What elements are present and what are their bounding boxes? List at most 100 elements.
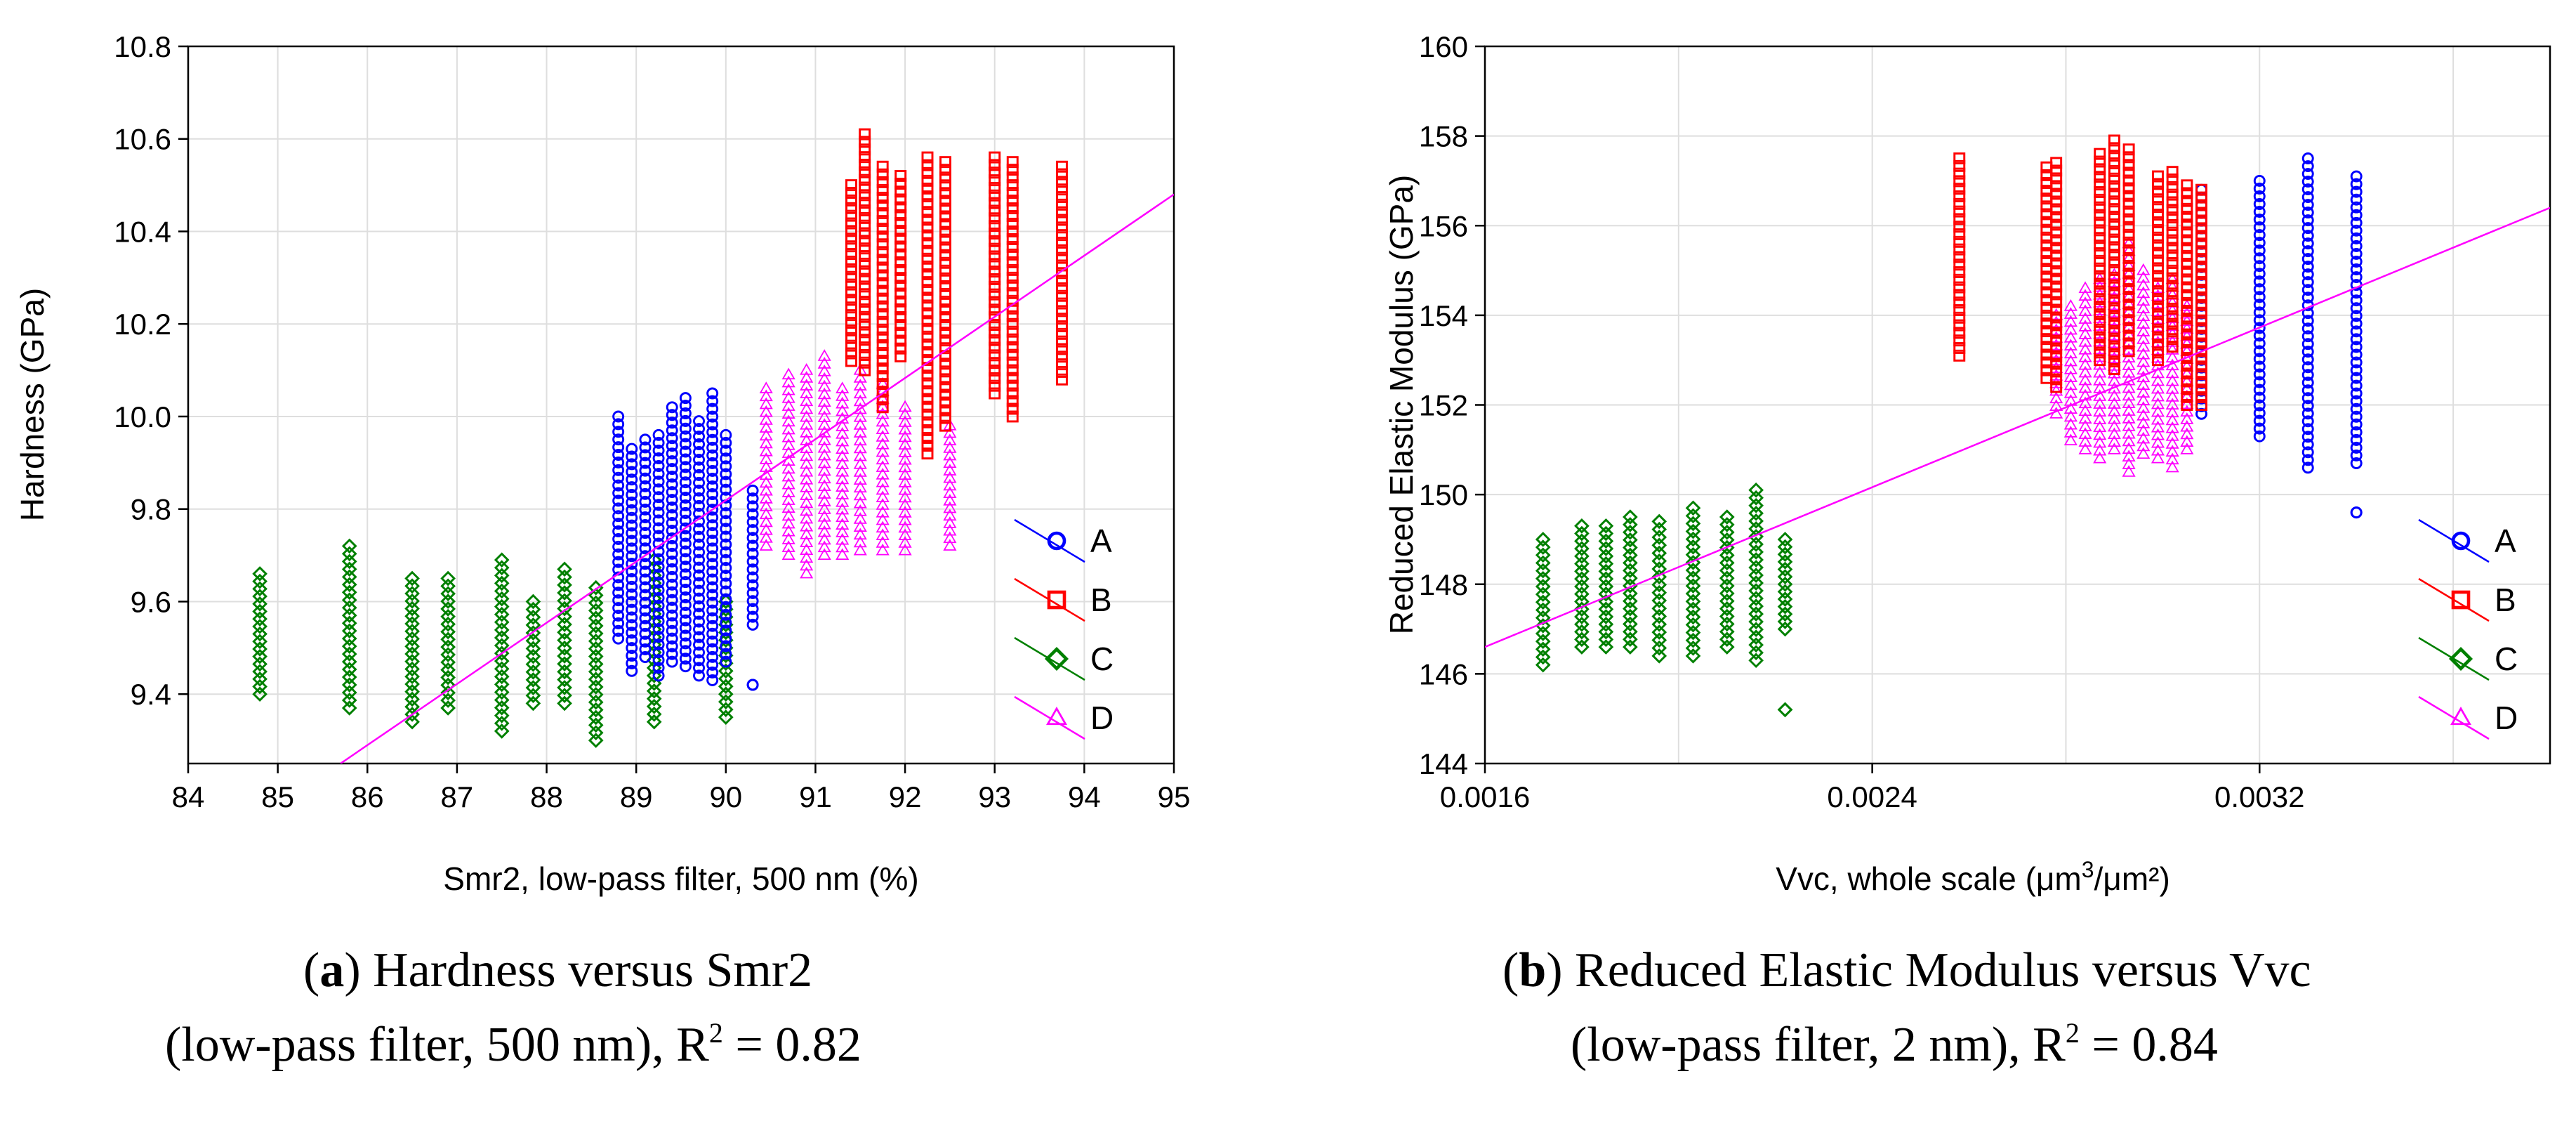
chart-b-point-B xyxy=(2050,226,2063,239)
chart-b-point-B xyxy=(2094,178,2106,191)
chart-a-point-A xyxy=(652,646,665,659)
chart-a-ytick-label: 10.0 xyxy=(114,400,171,433)
chart-a-point-A xyxy=(706,666,719,679)
chart-b-point-B xyxy=(1953,167,1966,180)
chart-a-point-D xyxy=(876,430,890,442)
chart-a-point-C xyxy=(440,570,456,587)
chart-a-point-C xyxy=(494,669,510,685)
chart-b-point-B xyxy=(2181,187,2193,199)
chart-a-point-C xyxy=(494,661,510,677)
chart-a-point-C xyxy=(588,702,604,718)
chart-b-point-A xyxy=(2350,170,2363,183)
chart-a-point-B xyxy=(1055,221,1068,234)
chart-b-point-D xyxy=(2122,381,2136,393)
chart-a-point-A xyxy=(612,632,625,645)
chart-b-point-A xyxy=(2350,209,2363,221)
chart-a-xtick-label: 94 xyxy=(1068,780,1101,813)
chart-b-point-B xyxy=(2094,346,2106,359)
chart-a-point-A xyxy=(679,576,692,589)
chart-a-point-D xyxy=(835,442,850,454)
chart-a-point-D xyxy=(876,528,890,540)
chart-b-point-C xyxy=(1574,624,1590,640)
chart-b-point-D xyxy=(2136,424,2151,436)
chart-b-fit-line xyxy=(1485,207,2550,648)
chart-b-point-A xyxy=(2253,306,2266,319)
chart-a-point-B xyxy=(939,287,951,300)
chart-a-point-C xyxy=(341,608,357,624)
chart-a-point-B xyxy=(845,248,857,261)
chart-a-point-C xyxy=(252,664,267,679)
chart-b-point-A xyxy=(2350,232,2363,244)
chart-a-point-B xyxy=(894,264,907,276)
chart-a-point-B xyxy=(876,168,889,181)
chart-a-point-A xyxy=(720,608,732,621)
chart-b-point-B xyxy=(2122,151,2135,164)
chart-b-point-D xyxy=(2093,405,2107,417)
chart-b-point-A xyxy=(2301,315,2314,327)
chart-a-point-B xyxy=(939,381,951,393)
chart-b-point-B xyxy=(2108,332,2120,345)
chart-b-point-C xyxy=(1719,563,1735,579)
chart-a-xtick-label: 90 xyxy=(709,780,742,813)
chart-b-point-A xyxy=(2350,457,2363,469)
chart-b-point-C xyxy=(1535,641,1551,657)
chart-a-point-D xyxy=(853,512,867,524)
chart-a-point-D xyxy=(835,404,850,417)
chart-a-point-B xyxy=(859,173,871,186)
chart-a-point-A xyxy=(639,527,652,539)
chart-a-point-A xyxy=(679,484,692,497)
chart-b-point-D xyxy=(2151,381,2165,394)
chart-a-point-C xyxy=(525,672,541,688)
chart-a-point-D xyxy=(759,476,773,488)
chart-a-point-B xyxy=(1006,218,1019,230)
chart-a-point-B xyxy=(1055,198,1068,211)
chart-b-point-C xyxy=(1719,608,1735,624)
chart-a-point-B xyxy=(921,346,934,358)
chart-b-point-D xyxy=(2107,419,2121,432)
chart-b-point-B xyxy=(1953,205,1966,218)
chart-b-point-B xyxy=(2166,333,2179,346)
chart-a-point-D xyxy=(800,371,814,383)
chart-a-point-A xyxy=(612,449,625,461)
chart-b-point-C xyxy=(1651,553,1667,569)
chart-a-point-B xyxy=(921,260,934,273)
chart-b-legend-line-C xyxy=(2418,636,2490,681)
chart-a-point-D xyxy=(817,364,831,376)
chart-b-point-C xyxy=(1574,563,1590,579)
chart-a-point-B xyxy=(894,169,907,182)
chart-b-point-C xyxy=(1719,593,1735,609)
chart-a-point-A xyxy=(693,638,705,651)
chart-a-point-D xyxy=(817,487,831,499)
chart-a-point-A xyxy=(612,441,625,454)
chart-b-point-D xyxy=(2180,329,2194,341)
chart-b-legend-marker-D xyxy=(2450,707,2472,726)
chart-a-point-A xyxy=(720,445,732,457)
chart-b-point-A xyxy=(2301,392,2314,405)
chart-a-point-A xyxy=(720,601,732,613)
chart-a-point-D xyxy=(853,371,867,383)
chart-b-point-B xyxy=(2181,313,2193,325)
chart-b-point-B xyxy=(2050,358,2063,370)
chart-b-xtick-label: 0.0024 xyxy=(1827,780,1917,813)
chart-b-point-D xyxy=(2063,378,2078,391)
chart-b-point-B xyxy=(2181,266,2193,278)
chart-b-point-D xyxy=(2049,346,2063,358)
chart-a-point-C xyxy=(440,594,456,609)
chart-a-point-C xyxy=(588,664,604,680)
chart-a-point-C xyxy=(557,617,572,632)
chart-a-point-B xyxy=(859,235,871,247)
chart-b-point-D xyxy=(2136,347,2151,360)
chart-a-point-D xyxy=(817,525,831,537)
chart-a-point-A xyxy=(679,445,692,458)
chart-a-point-C xyxy=(588,733,604,748)
chart-a-point-A xyxy=(652,669,665,682)
chart-a-point-B xyxy=(1055,183,1068,196)
chart-b-point-B xyxy=(1953,304,1966,316)
chart-a-point-A xyxy=(626,481,638,494)
chart-a-point-C xyxy=(341,685,357,700)
chart-b-point-B xyxy=(1953,342,1966,354)
chart-b-point-B xyxy=(2122,306,2135,319)
chart-a-point-B xyxy=(1055,267,1068,280)
chart-a-point-C xyxy=(404,646,420,662)
chart-a-point-D xyxy=(898,468,912,480)
